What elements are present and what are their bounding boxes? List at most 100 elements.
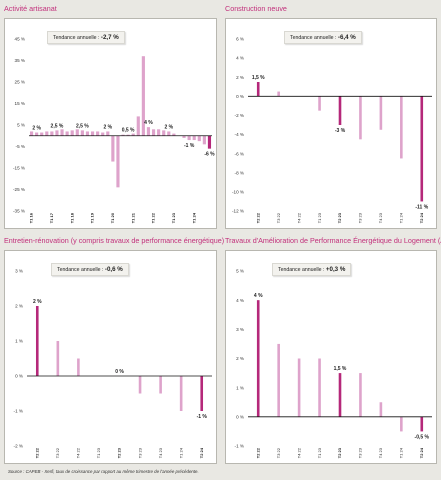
trend-value: -2,7 % [100,34,119,41]
bar [126,134,130,136]
bar [182,135,186,138]
bar [379,96,383,130]
data-label: 1,5 % [252,75,265,81]
y-tick-label: 25 % [15,80,25,85]
data-label: 1,5 % [334,366,347,372]
panel-apel: Travaux d'Amélioration de Performance Én… [225,236,441,464]
x-tick-label: T1 24 [178,447,183,458]
x-tick-label: T2 23 [117,447,122,458]
y-tick-label: 35 % [15,58,25,63]
bar [40,132,44,136]
y-tick-label: 5 % [17,123,25,128]
data-label: 0,5 % [122,128,135,134]
bar [56,341,60,376]
x-tick-label: T4 22 [76,447,81,458]
x-tick-label: T2 22 [255,447,260,458]
bar [256,300,260,417]
bar [420,416,424,432]
chart-box: 3 % 2 % 1 % 0 % -1 % -2 % 2 % 0 % -1 % T2 22 T3 22… [4,250,217,464]
bar [106,131,110,136]
bar [131,133,135,136]
y-tick-label: 1 % [236,385,244,390]
x-tick-label: T3 22 [276,212,281,223]
chart-box: 45 % 35 % 25 % 15 % 5 % -5 % -15 % -25 % -35 % 2 … [4,18,217,229]
bar [200,376,204,411]
bar [55,130,59,136]
bar [207,135,212,149]
bar [141,56,145,136]
x-tick-label: T1 24 [191,212,196,223]
data-label: 2 % [103,124,112,130]
y-tick-label: 15 % [15,101,25,106]
data-label: 2 % [32,126,41,132]
bar [90,131,95,136]
y-tick-label: 4 % [236,298,244,303]
y-tick-label: 1 % [15,339,23,344]
y-tick-label: 4 % [236,56,244,61]
bar [151,129,156,136]
y-tick-label: 2 % [15,304,23,309]
bar [50,131,54,136]
bar [318,358,321,417]
bar [121,134,125,136]
bar [146,127,151,136]
bar [162,130,166,136]
x-tick-label: T2 24 [199,447,204,458]
data-label: 2 % [164,124,173,130]
bar [338,373,342,417]
x-tick-label: T1 18 [69,212,74,223]
trend-box: Tendance annuelle : -6,4 % [284,31,362,44]
bar-chart-entretien: 3 % 2 % 1 % 0 % -1 % -2 % 2 % 0 % -1 % T2 22 T3 22… [14,269,212,458]
trend-value: +0,3 % [325,266,346,273]
y-tick-label: -2 % [14,444,23,449]
x-tick-label: T3 22 [55,447,60,458]
bar [297,358,301,417]
bar [277,91,280,97]
bar [338,96,342,125]
x-tick-label: T1 17 [49,212,54,223]
bar-chart-activite: 45 % 35 % 25 % 15 % 5 % -5 % -15 % -25 % -35 % 2 … [13,37,215,224]
x-tick-label: T4 23 [158,447,163,458]
y-tick-label: -4 % [235,132,244,137]
x-tick-label: T4 22 [296,447,301,458]
data-label: -0,5 % [415,434,430,440]
bar [70,130,74,136]
trend-value: -0,6 % [104,266,123,273]
data-label: 2,5 % [51,123,64,129]
bar [420,96,424,202]
bar [167,131,171,136]
bar [77,358,80,376]
x-tick-label: T2 24 [419,212,424,223]
data-label: 2,5 % [76,123,89,129]
y-tick-label: -5 % [16,144,25,149]
x-tick-label: T4 23 [378,447,383,458]
x-tick-label: T1 22 [151,212,156,223]
chart-box: 6 % 4 % 2 % 0 % -2 % -4 % -6 % -8 % -10 % -12 % 1,… [225,18,437,229]
x-tick-label: T3 23 [137,447,142,458]
bar [96,131,100,136]
panel-title: Construction neuve [225,4,287,13]
data-label: 2 % [33,299,42,305]
bar [256,82,260,97]
y-tick-label: 2 % [236,356,244,361]
panel-title: Travaux d'Amélioration de Performance Én… [225,236,441,245]
trend-box: Tendance annuelle : +0,3 % [272,263,352,276]
x-tick-label: T1 19 [90,212,95,223]
bar [138,376,142,394]
x-tick-label: T1 16 [29,212,34,223]
data-label: -3 % [335,128,346,134]
panel-construction-neuve: Construction neuve 6 % 4 % 2 % 0 % -2 % -4 % -… [225,4,437,229]
x-tick-label: T1 23 [96,447,101,458]
bar [172,133,176,136]
trend-value: -6,4 % [337,34,356,41]
x-tick-label: T4 23 [378,212,383,223]
trend-label: Tendance annuelle : [290,35,338,41]
bar [116,135,120,188]
data-label: -6 % [204,152,215,158]
trend-box: Tendance annuelle : -2,7 % [47,31,125,44]
y-tick-label: -8 % [235,170,244,175]
y-tick-label: -2 % [235,113,244,118]
y-tick-label: 3 % [236,327,244,332]
trend-box: Tendance annuelle : -0,6 % [51,263,129,276]
y-tick-label: 5 % [236,269,244,274]
